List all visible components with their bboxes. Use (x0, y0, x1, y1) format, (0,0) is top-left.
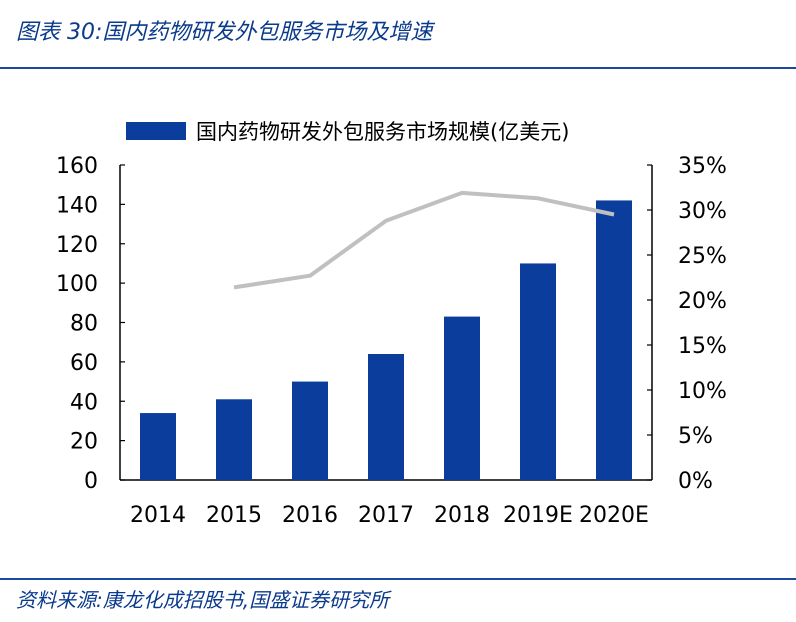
x-tick-label: 2016 (282, 503, 338, 528)
bar (368, 354, 404, 480)
right-tick-label: 10% (678, 379, 727, 404)
bar (520, 263, 556, 480)
left-tick-label: 100 (56, 272, 98, 297)
left-tick-label: 40 (70, 390, 98, 415)
right-tick-label: 35% (678, 154, 727, 179)
right-tick-label: 15% (678, 334, 727, 359)
bar (444, 316, 480, 480)
bar (292, 381, 328, 480)
source-note: 资料来源:康龙化成招股书,国盛证券研究所 (16, 588, 390, 612)
chart-header-title: 图表 30:国内药物研发外包服务市场及增速 (16, 20, 433, 45)
legend-swatch (126, 122, 186, 140)
left-tick-label: 120 (56, 233, 98, 258)
x-tick-label: 2014 (130, 503, 186, 528)
legend-label: 国内药物研发外包服务市场规模(亿美元) (196, 120, 569, 144)
growth-line (233, 190, 615, 290)
left-tick-label: 140 (56, 193, 98, 218)
x-tick-label: 2020E (579, 503, 649, 528)
right-tick-label: 5% (678, 424, 713, 449)
x-tick-label: 2019E (503, 503, 573, 528)
x-tick-label: 2017 (358, 503, 414, 528)
footer-divider (0, 578, 796, 580)
left-tick-label: 20 (70, 430, 98, 455)
left-tick-label: 80 (70, 312, 98, 337)
right-tick-label: 25% (678, 244, 727, 269)
x-tick-label: 2015 (206, 503, 262, 528)
header-divider (0, 67, 796, 69)
chart-canvas: 0 20 40 60 80 100 120 140 160 0% 5% 10% 15% 20% 25% 30%… (56, 120, 727, 528)
right-tick-label: 0% (678, 469, 713, 494)
left-tick-label: 60 (70, 351, 98, 376)
bar (140, 413, 176, 480)
bar (216, 399, 252, 480)
right-tick-label: 20% (678, 289, 727, 314)
left-tick-label: 0 (84, 469, 98, 494)
right-tick-label: 30% (678, 199, 727, 224)
bar (596, 200, 632, 480)
x-tick-label: 2018 (434, 503, 490, 528)
left-tick-label: 160 (56, 154, 98, 179)
